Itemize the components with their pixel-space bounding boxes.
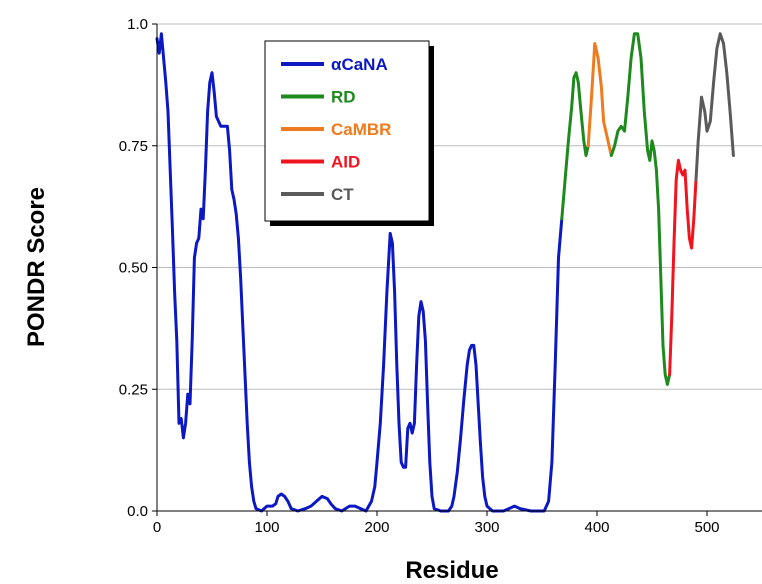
y-tick-label: 0.50	[119, 260, 148, 277]
series-line-ct-5	[694, 32, 735, 182]
x-tick-labels: 0 100 200 300 400 500	[153, 511, 720, 536]
y-tick-label: 0.25	[119, 381, 148, 398]
x-tick-label: 200	[364, 519, 389, 536]
legend-label-4: CT	[331, 185, 354, 204]
data-series	[155, 32, 735, 513]
legend-label-3: AID	[331, 153, 360, 172]
legend-label-1: RD	[331, 88, 356, 107]
legend: αCaNA RD CaMBR AID CT	[264, 40, 434, 226]
y-tick-label: 0.75	[119, 138, 148, 155]
x-tick-label: 100	[254, 519, 279, 536]
series-line-rd-3	[609, 32, 672, 386]
legend-label-0: αCaNA	[331, 55, 388, 74]
x-axis-title: Residue	[405, 557, 498, 584]
series-line-aid-4	[668, 158, 698, 377]
series-line-cana-0	[155, 32, 564, 513]
y-tick-labels: 0.0 0.25 0.50 0.75 1.0	[119, 16, 157, 520]
series-line-cambr-2	[586, 42, 613, 157]
x-tick-label: 500	[694, 519, 719, 536]
legend-label-2: CaMBR	[331, 120, 391, 139]
y-tick-label: 0.0	[127, 503, 148, 520]
y-tick-label: 1.0	[127, 16, 148, 33]
grid-lines	[157, 23, 762, 390]
x-tick-label: 400	[584, 519, 609, 536]
x-tick-label: 0	[153, 519, 161, 536]
legend-items: αCaNA RD CaMBR AID CT	[281, 55, 391, 204]
y-axis-title: PONDR Score	[23, 187, 50, 347]
series-line-rd-1	[560, 71, 590, 221]
x-tick-label: 300	[474, 519, 499, 536]
